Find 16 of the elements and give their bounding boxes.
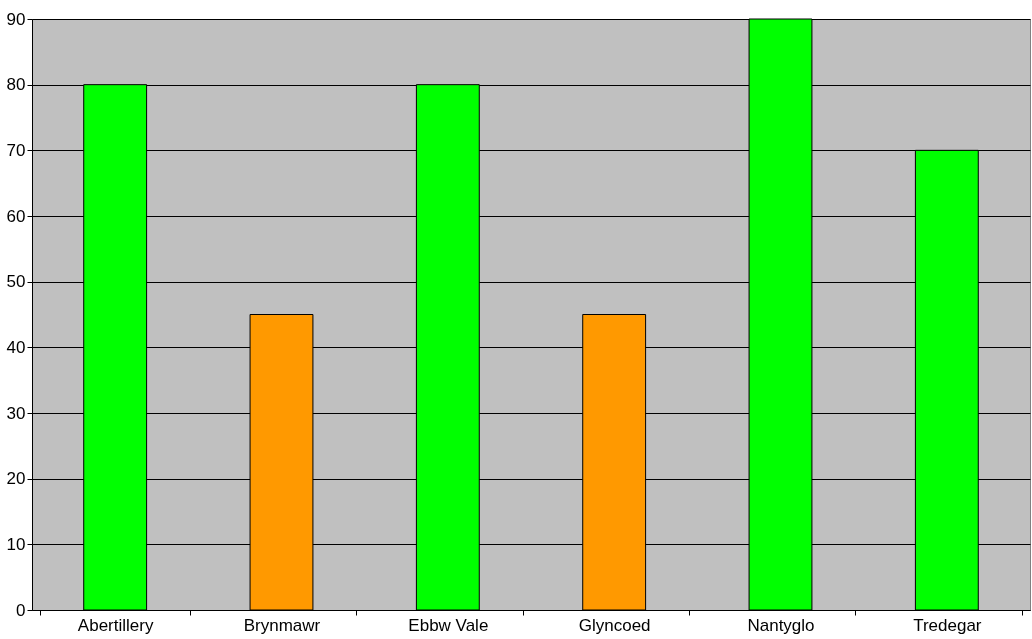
y-tick-label: 40	[6, 337, 26, 357]
x-tick-label: Ebbw Vale	[408, 615, 489, 635]
y-tick-label: 90	[6, 9, 26, 29]
y-tick-label: 10	[6, 534, 26, 554]
x-tick-label: Brynmawr	[243, 615, 321, 635]
x-tick-label: Nantyglo	[747, 615, 815, 635]
y-tick-label: 80	[6, 75, 26, 95]
y-tick-label: 60	[6, 206, 26, 226]
x-tick-label: Glyncoed	[578, 615, 651, 635]
y-tick-label: 30	[6, 403, 26, 423]
y-tick-label: 20	[6, 469, 26, 489]
y-tick-label: 50	[6, 272, 26, 292]
x-tick-label: Abertillery	[77, 615, 154, 635]
x-tick-label: Tredegar	[913, 615, 982, 635]
y-tick-label: 70	[6, 140, 26, 160]
y-tick-label: 0	[16, 600, 26, 620]
